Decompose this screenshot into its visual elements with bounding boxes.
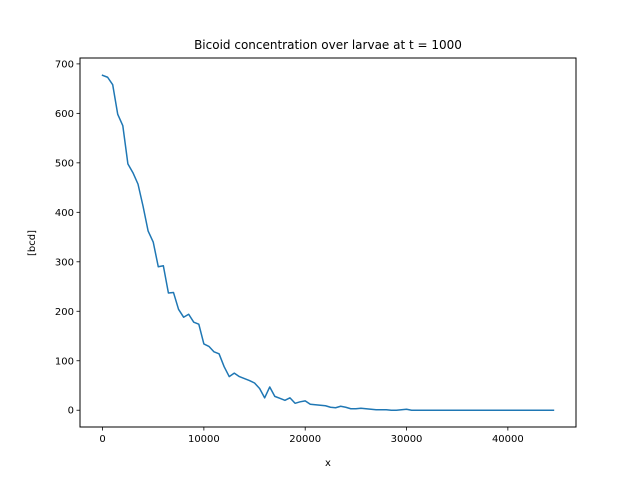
x-axis: 0 10000 20000 30000 40000 (99, 427, 524, 445)
x-tick-label: 40000 (492, 434, 524, 445)
series-layer (101, 74, 555, 411)
y-tick-label: 100 (55, 356, 74, 367)
series-line-0 (101, 74, 555, 411)
x-tick-label: 30000 (391, 434, 423, 445)
x-tick-label: 0 (99, 434, 105, 445)
chart-title: Bicoid concentration over larvae at t = … (194, 38, 462, 52)
y-tick-label: 700 (55, 59, 74, 70)
x-tick-label: 20000 (289, 434, 321, 445)
y-tick-label: 300 (55, 257, 74, 268)
y-tick-label: 600 (55, 109, 74, 120)
x-tick-label: 10000 (188, 434, 220, 445)
y-tick-label: 500 (55, 158, 74, 169)
plot-frame (79, 57, 577, 428)
x-axis-label: x (325, 458, 331, 469)
y-axis: 0 100 200 300 400 500 600 700 (55, 59, 80, 417)
y-tick-label: 200 (55, 307, 74, 318)
y-axis-label: [bcd] (27, 230, 38, 256)
y-tick-label: 0 (68, 406, 74, 417)
y-tick-label: 400 (55, 208, 74, 219)
